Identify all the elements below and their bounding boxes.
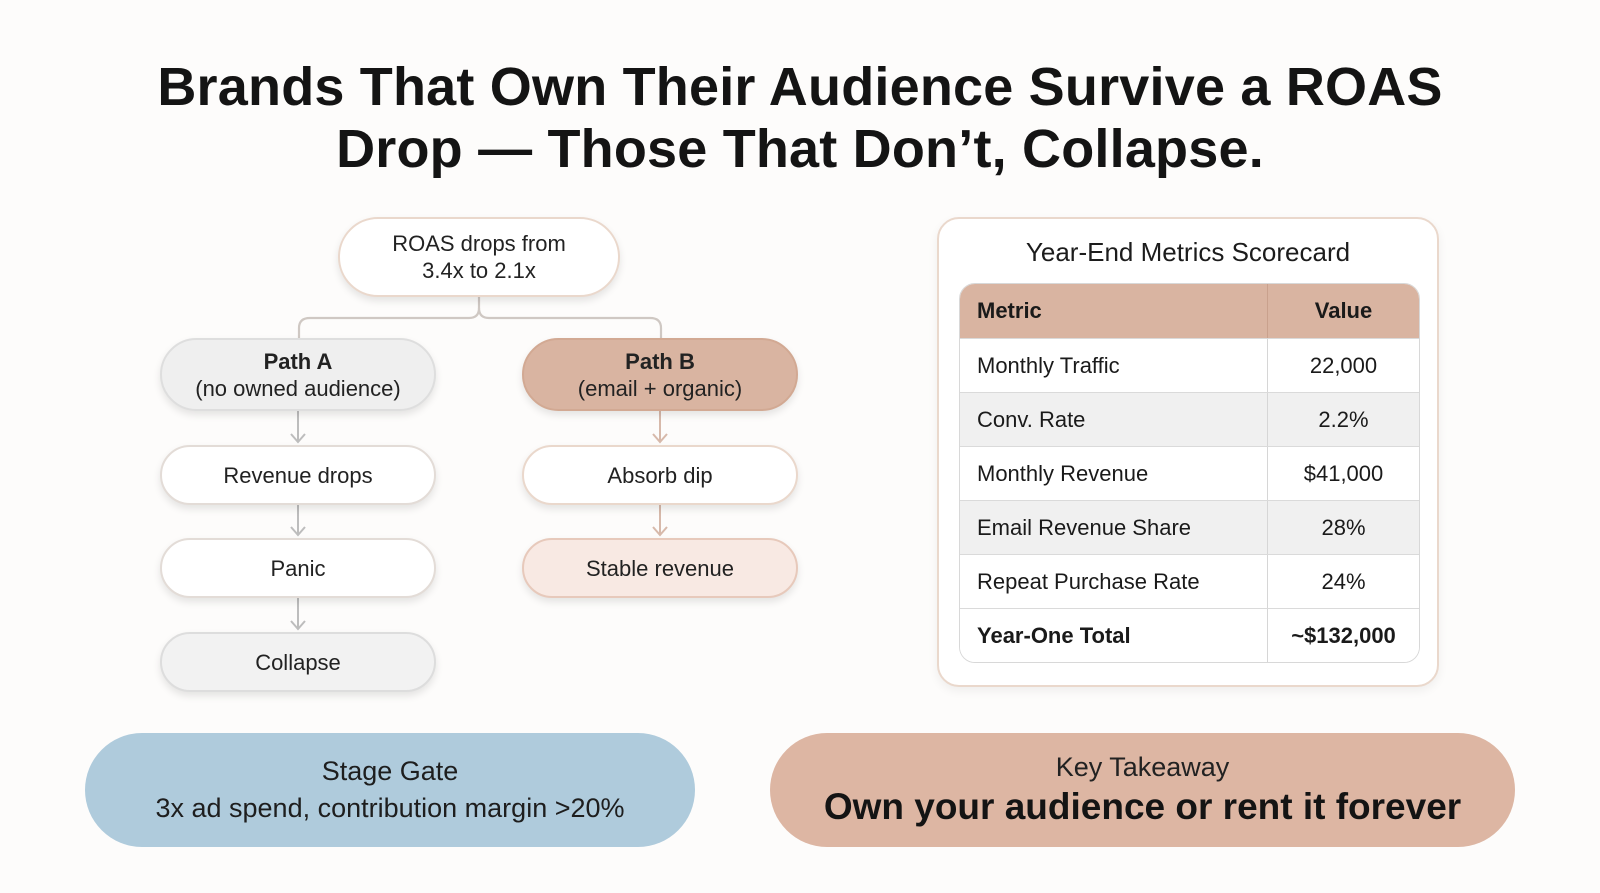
arrow-a-2 (290, 505, 306, 537)
value-cell: $41,000 (1303, 460, 1384, 486)
value-cell: 24% (1321, 568, 1366, 594)
arrow-b-2 (652, 505, 668, 537)
root-node-line-2: 3.4x to 2.1x (422, 258, 536, 283)
path-a-step-panic: Panic (160, 538, 436, 598)
table-row: Repeat Purchase Rate 24% (960, 554, 1419, 608)
title-line-2: Drop — Those That Don’t, Collapse. (336, 119, 1264, 179)
metric-cell: Conv. Rate (960, 393, 1268, 446)
stage-gate-text: 3x ad spend, contribution margin >20% (155, 793, 625, 823)
root-node: ROAS drops from 3.4x to 2.1x (338, 217, 620, 297)
path-a-step-label: Collapse (255, 649, 341, 675)
path-b-node: Path B (email + organic) (522, 338, 798, 411)
path-a-node: Path A (no owned audience) (160, 338, 436, 411)
page-title: Brands That Own Their Audience Survive a… (0, 56, 1600, 180)
total-metric-cell: Year-One Total (960, 609, 1268, 662)
path-a-step-revenue-drops: Revenue drops (160, 445, 436, 505)
key-takeaway-label: Key Takeaway (1055, 752, 1230, 782)
path-b-title: Path B (625, 348, 695, 374)
arrow-a-3 (290, 598, 306, 631)
arrow-a-1 (290, 411, 306, 444)
path-b-step-label: Absorb dip (607, 462, 713, 488)
total-value-cell: ~$132,000 (1291, 622, 1396, 648)
table-row: Monthly Traffic 22,000 (960, 338, 1419, 392)
table-total-row: Year-One Total ~$132,000 (960, 608, 1419, 662)
value-cell: 22,000 (1309, 352, 1378, 378)
key-takeaway-text: Own your audience or rent it forever (823, 786, 1462, 827)
title-line-1: Brands That Own Their Audience Survive a… (157, 57, 1443, 117)
root-node-line-1: ROAS drops from (392, 231, 566, 256)
connector-root-split (297, 297, 481, 338)
path-b-step-label: Stable revenue (586, 555, 734, 581)
table-row: Email Revenue Share 28% (960, 500, 1419, 554)
connector-root-split-b (477, 307, 663, 338)
metric-cell: Email Revenue Share (960, 501, 1268, 554)
scorecard-title: Year-End Metrics Scorecard (1025, 237, 1351, 267)
key-takeaway-pill: Key Takeaway Own your audience or rent i… (770, 733, 1515, 847)
header-value: Value (1314, 298, 1373, 323)
header-metric: Metric (960, 284, 1268, 338)
table-row: Conv. Rate 2.2% (960, 392, 1419, 446)
metrics-table: Metric Value Monthly Traffic 22,000 Conv… (959, 283, 1420, 663)
stage-gate-label: Stage Gate (321, 756, 459, 786)
path-a-title: Path A (263, 348, 333, 374)
path-b-subtitle: (email + organic) (577, 375, 743, 401)
table-header-row: Metric Value (960, 284, 1419, 338)
path-a-step-collapse: Collapse (160, 632, 436, 692)
metric-cell: Repeat Purchase Rate (960, 555, 1268, 608)
path-b-step-absorb-dip: Absorb dip (522, 445, 798, 505)
metric-cell: Monthly Traffic (960, 339, 1268, 392)
stage-gate-pill: Stage Gate 3x ad spend, contribution mar… (85, 733, 695, 847)
table-row: Monthly Revenue $41,000 (960, 446, 1419, 500)
path-a-step-label: Panic (270, 555, 326, 581)
arrow-b-1 (652, 411, 668, 444)
path-a-subtitle: (no owned audience) (195, 375, 401, 401)
path-b-step-stable-revenue: Stable revenue (522, 538, 798, 598)
path-a-step-label: Revenue drops (223, 462, 373, 488)
metric-cell: Monthly Revenue (960, 447, 1268, 500)
value-cell: 2.2% (1318, 406, 1369, 432)
metrics-scorecard: Year-End Metrics Scorecard Metric Value … (937, 217, 1439, 687)
value-cell: 28% (1321, 514, 1366, 540)
